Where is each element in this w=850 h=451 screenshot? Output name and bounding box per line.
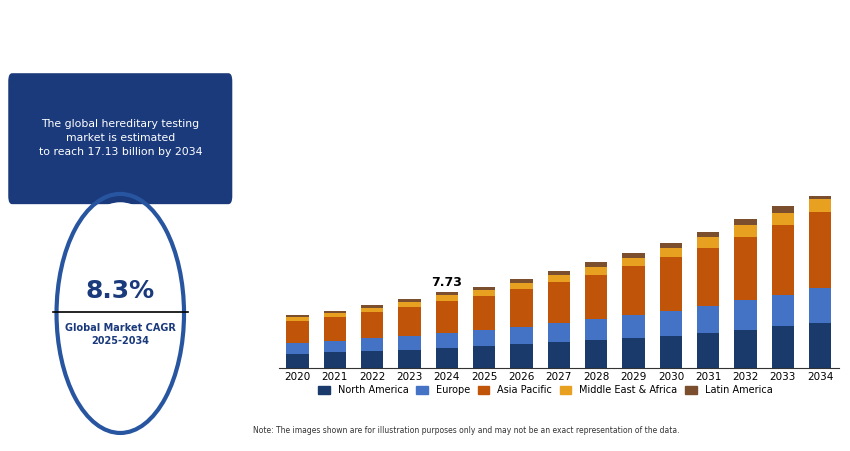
Bar [436,301,458,333]
Text: Source: www.polarismarketresearch.com: Source: www.polarismarketresearch.com [42,435,199,444]
Bar [473,287,496,290]
Bar [697,248,719,306]
Bar [772,225,794,295]
Bar [660,243,682,248]
Bar [510,345,533,368]
Bar [399,299,421,302]
Text: Hereditary Testing Market: Hereditary Testing Market [259,13,547,32]
Bar [772,213,794,225]
Bar [473,296,496,330]
Text: MARKET RESEARCH: MARKET RESEARCH [71,47,170,56]
Bar [286,318,309,321]
Bar [585,341,608,368]
Bar [697,237,719,248]
Bar [361,305,383,308]
Bar [436,348,458,368]
Bar [510,279,533,283]
Bar [772,206,794,213]
Bar [399,307,421,336]
Bar [809,212,831,288]
Bar [734,226,756,237]
Bar [436,292,458,295]
Bar [510,283,533,290]
Bar [622,258,645,266]
Bar [660,257,682,311]
Bar [473,330,496,346]
Bar [324,341,346,353]
Bar [473,346,496,368]
Bar [286,321,309,343]
Bar [660,336,682,368]
Bar [324,353,346,368]
Bar [324,311,346,313]
Bar [399,350,421,368]
FancyBboxPatch shape [7,72,234,205]
Bar [547,342,570,368]
Bar [734,330,756,368]
Text: Global Market CAGR: Global Market CAGR [65,323,176,333]
Bar [286,343,309,354]
Bar [547,271,570,275]
Bar [660,248,682,257]
Text: 8.3%: 8.3% [86,279,155,303]
Bar [622,338,645,368]
Bar [734,237,756,300]
Bar [585,267,608,275]
Bar [809,199,831,212]
Bar [547,275,570,282]
Bar [772,295,794,327]
Bar [361,338,383,351]
Bar [436,333,458,348]
Bar [585,262,608,267]
Bar [399,302,421,307]
Bar [697,333,719,368]
Legend: North America, Europe, Asia Pacific, Middle East & Africa, Latin America: North America, Europe, Asia Pacific, Mid… [314,381,776,399]
Bar [622,315,645,338]
Bar [585,319,608,341]
Bar [361,308,383,312]
Bar [809,196,831,199]
Text: Size, By Region, 2020 - 2034 (USD Billion): Size, By Region, 2020 - 2034 (USD Billio… [259,52,522,65]
Bar [510,290,533,327]
Bar [324,313,346,317]
Bar [660,311,682,336]
Bar [436,295,458,301]
Bar [361,312,383,338]
Bar [809,288,831,323]
Bar [547,282,570,323]
Bar [809,323,831,368]
Bar [473,290,496,296]
Text: The global hereditary testing
market is estimated
to reach 17.13 billion by 2034: The global hereditary testing market is … [38,120,202,157]
Bar [622,266,645,315]
Bar [622,253,645,258]
Bar [585,275,608,319]
Bar [734,300,756,330]
Text: Note: The images shown are for illustration purposes only and may not be an exac: Note: The images shown are for illustrat… [252,426,679,435]
Bar [399,336,421,350]
Bar [772,327,794,368]
Circle shape [61,203,179,424]
Bar [286,354,309,368]
Bar [697,306,719,333]
Bar [547,323,570,342]
Bar [361,351,383,368]
Bar [510,327,533,345]
Text: 2025-2034: 2025-2034 [91,336,150,346]
Text: ✳  POLARIS: ✳ POLARIS [71,22,169,37]
Bar [324,317,346,341]
Bar [734,219,756,226]
Text: 7.73: 7.73 [432,276,462,289]
Bar [697,232,719,237]
Bar [286,315,309,318]
